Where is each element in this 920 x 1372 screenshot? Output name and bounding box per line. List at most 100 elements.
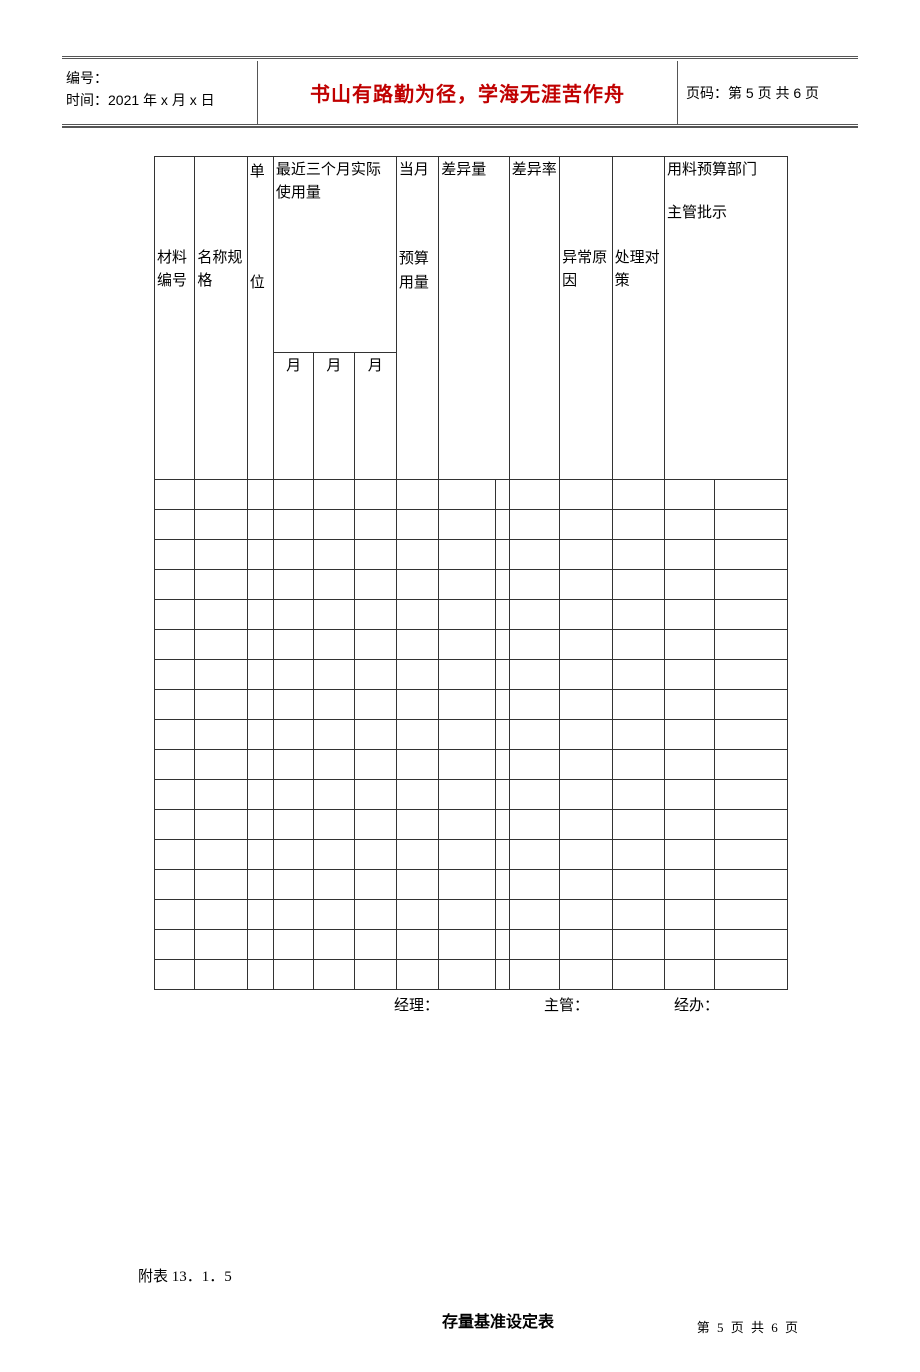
table-cell xyxy=(439,870,495,900)
table-cell xyxy=(354,900,396,930)
table-cell xyxy=(439,570,495,600)
table-cell xyxy=(439,510,495,540)
table-cell xyxy=(495,870,509,900)
table-cell xyxy=(314,690,354,720)
table-cell xyxy=(155,690,195,720)
table-cell xyxy=(314,660,354,690)
main-table-wrap: 材料编号 名称规格 单 位 最近三个月实际使用量 当月 预算用量 差异量 差异率… xyxy=(62,128,858,1015)
table-cell xyxy=(612,570,664,600)
table-cell xyxy=(155,660,195,690)
col-this-month: 当月 预算用量 xyxy=(397,157,438,297)
table-cell xyxy=(195,870,247,900)
table-cell xyxy=(273,930,313,960)
table-cell xyxy=(396,930,438,960)
table-cell xyxy=(354,780,396,810)
table-cell xyxy=(155,480,195,510)
table-cell xyxy=(247,690,273,720)
table-cell xyxy=(715,930,788,960)
col-dept: 用料预算部门 xyxy=(667,159,785,182)
table-cell xyxy=(396,960,438,990)
table-cell xyxy=(612,630,664,660)
table-cell xyxy=(560,630,612,660)
table-cell xyxy=(247,600,273,630)
table-row xyxy=(155,810,788,840)
table-cell xyxy=(509,480,559,510)
table-cell xyxy=(439,810,495,840)
table-cell xyxy=(247,510,273,540)
footer-page-number: 第 5 页 共 6 页 xyxy=(697,1317,800,1336)
table-cell xyxy=(247,750,273,780)
table-cell xyxy=(560,720,612,750)
table-cell xyxy=(715,960,788,990)
table-row xyxy=(155,690,788,720)
table-cell xyxy=(195,570,247,600)
table-cell xyxy=(612,870,664,900)
table-cell xyxy=(439,960,495,990)
table-cell xyxy=(495,780,509,810)
table-cell xyxy=(495,900,509,930)
table-cell xyxy=(195,780,247,810)
table-cell xyxy=(354,720,396,750)
col-unit: 单 位 xyxy=(248,157,273,298)
table-cell xyxy=(195,900,247,930)
table-cell xyxy=(396,780,438,810)
table-cell xyxy=(273,750,313,780)
table-cell xyxy=(354,630,396,660)
col-month-3: 月 xyxy=(355,353,396,380)
table-cell xyxy=(612,600,664,630)
table-cell xyxy=(314,720,354,750)
table-cell xyxy=(612,930,664,960)
table-cell xyxy=(155,630,195,660)
table-cell xyxy=(273,480,313,510)
table-cell xyxy=(560,510,612,540)
table-row xyxy=(155,930,788,960)
table-cell xyxy=(247,930,273,960)
table-cell xyxy=(664,720,714,750)
document-page: 编号： 时间：2021 年 x 月 x 日 书山有路勤为径，学海无涯苦作舟 页码… xyxy=(0,0,920,1372)
table-cell xyxy=(715,870,788,900)
table-cell xyxy=(155,570,195,600)
sign-spacer xyxy=(154,994,394,1015)
table-cell xyxy=(273,720,313,750)
table-cell xyxy=(715,720,788,750)
table-cell xyxy=(439,900,495,930)
table-cell xyxy=(354,510,396,540)
table-cell xyxy=(560,690,612,720)
table-cell xyxy=(715,750,788,780)
col-name-spec: 名称规格 xyxy=(195,157,246,296)
table-row xyxy=(155,840,788,870)
table-cell xyxy=(509,690,559,720)
table-cell xyxy=(612,660,664,690)
table-cell xyxy=(509,630,559,660)
table-cell xyxy=(612,840,664,870)
table-cell xyxy=(509,840,559,870)
table-cell xyxy=(155,840,195,870)
table-cell xyxy=(495,690,509,720)
table-cell xyxy=(439,780,495,810)
table-cell xyxy=(354,810,396,840)
table-cell xyxy=(715,900,788,930)
table-cell xyxy=(354,750,396,780)
table-cell xyxy=(354,660,396,690)
table-cell xyxy=(247,570,273,600)
table-cell xyxy=(247,900,273,930)
table-cell xyxy=(354,870,396,900)
table-cell xyxy=(195,600,247,630)
table-cell xyxy=(664,960,714,990)
table-cell xyxy=(314,810,354,840)
table-cell xyxy=(439,480,495,510)
table-cell xyxy=(612,540,664,570)
table-cell xyxy=(396,900,438,930)
table-cell xyxy=(664,780,714,810)
table-row xyxy=(155,900,788,930)
table-cell xyxy=(195,480,247,510)
table-cell xyxy=(195,720,247,750)
sign-manager: 经理： xyxy=(394,994,544,1015)
page-header: 编号： 时间：2021 年 x 月 x 日 书山有路勤为径，学海无涯苦作舟 页码… xyxy=(62,61,858,125)
table-cell xyxy=(560,480,612,510)
col-unit-bot: 位 xyxy=(250,184,271,295)
table-cell xyxy=(314,510,354,540)
table-cell xyxy=(314,870,354,900)
col-diff-rate: 差异率 xyxy=(510,157,559,184)
table-cell xyxy=(560,840,612,870)
